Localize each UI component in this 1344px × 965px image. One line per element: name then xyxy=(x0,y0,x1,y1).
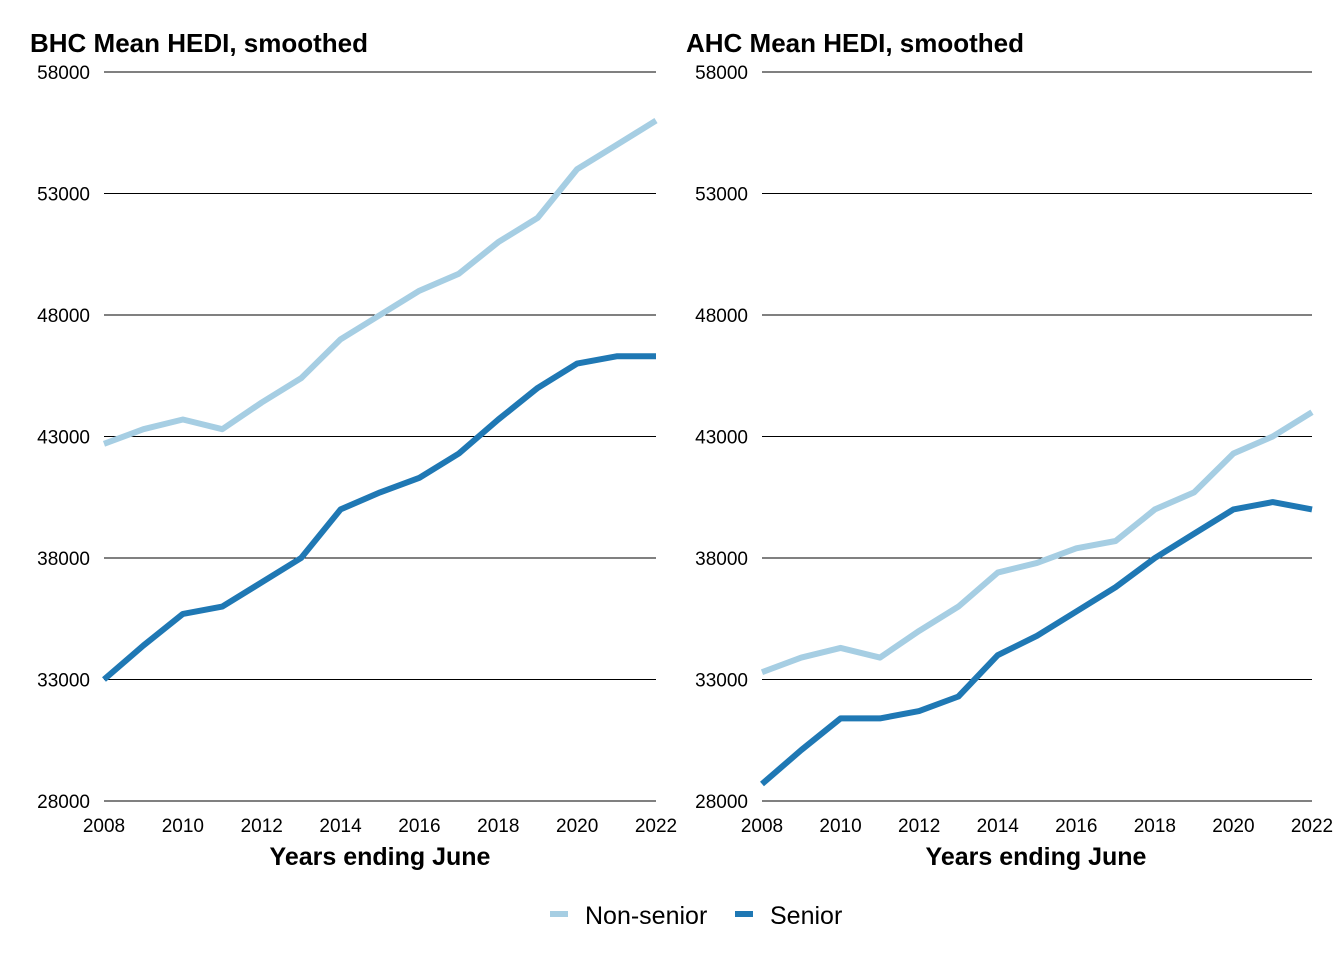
x-tick-label: 2014 xyxy=(319,816,362,837)
panel-title: BHC Mean HEDI, smoothed xyxy=(30,28,368,58)
series-line-non-senior xyxy=(102,118,658,447)
y-tick-label: 28000 xyxy=(695,792,748,813)
y-tick-label: 43000 xyxy=(37,428,90,449)
x-tick-label: 2020 xyxy=(556,816,598,837)
panel-ahc: AHC Mean HEDI, smoothed 28000 33000 38000 4… xyxy=(686,28,1333,871)
x-tick-label: 2010 xyxy=(162,816,204,837)
legend: Non-senior Senior xyxy=(550,902,842,930)
panel-bhc: BHC Mean HEDI, smoothed 28000 33000 38000 4… xyxy=(30,28,677,871)
x-tick-label: 2018 xyxy=(477,816,519,837)
y-tick-label: 48000 xyxy=(37,306,90,327)
x-tick-label: 2010 xyxy=(819,816,861,837)
y-tick-label: 43000 xyxy=(695,428,748,449)
y-tick-label: 28000 xyxy=(37,792,90,813)
x-tick-label: 2016 xyxy=(398,816,440,837)
x-tick-label: 2012 xyxy=(241,816,283,837)
y-tick-labels: 28000 33000 38000 43000 48000 53000 58000 xyxy=(37,63,90,813)
x-tick-label: 2014 xyxy=(977,816,1020,837)
x-tick-labels: 2008 2010 2012 2014 2016 2018 2020 2022 xyxy=(741,816,1333,837)
y-tick-label: 38000 xyxy=(37,549,90,570)
panel-title: AHC Mean HEDI, smoothed xyxy=(686,28,1024,58)
y-tick-label: 53000 xyxy=(37,185,90,206)
y-tick-label: 33000 xyxy=(37,671,90,692)
y-tick-label: 53000 xyxy=(695,185,748,206)
series-lines xyxy=(102,118,658,682)
legend-label: Senior xyxy=(770,902,842,930)
series-line-non-senior xyxy=(760,409,1314,676)
x-tick-label: 2012 xyxy=(898,816,940,837)
series-line-senior xyxy=(102,353,656,682)
y-tick-label: 58000 xyxy=(37,63,90,84)
gridlines xyxy=(762,71,1312,802)
x-axis-title: Years ending June xyxy=(270,843,491,871)
x-tick-label: 2020 xyxy=(1212,816,1254,837)
legend-item-senior: Senior xyxy=(735,902,842,930)
x-tick-label: 2008 xyxy=(83,816,125,837)
legend-label: Non-senior xyxy=(585,902,707,930)
x-tick-label: 2018 xyxy=(1134,816,1176,837)
legend-item-non-senior: Non-senior xyxy=(550,902,707,930)
y-tick-label: 58000 xyxy=(695,63,748,84)
x-tick-label: 2022 xyxy=(1291,816,1333,837)
x-axis-title: Years ending June xyxy=(926,843,1147,871)
series-lines xyxy=(760,409,1314,787)
x-tick-label: 2008 xyxy=(741,816,783,837)
y-tick-label: 48000 xyxy=(695,306,748,327)
y-tick-label: 33000 xyxy=(695,671,748,692)
x-tick-label: 2016 xyxy=(1055,816,1097,837)
y-tick-label: 38000 xyxy=(695,549,748,570)
y-tick-labels: 28000 33000 38000 43000 48000 53000 58000 xyxy=(695,63,748,813)
gridlines xyxy=(104,71,656,802)
x-tick-label: 2022 xyxy=(635,816,677,837)
series-line-senior xyxy=(760,499,1313,787)
x-tick-labels: 2008 2010 2012 2014 2016 2018 2020 2022 xyxy=(83,816,677,837)
